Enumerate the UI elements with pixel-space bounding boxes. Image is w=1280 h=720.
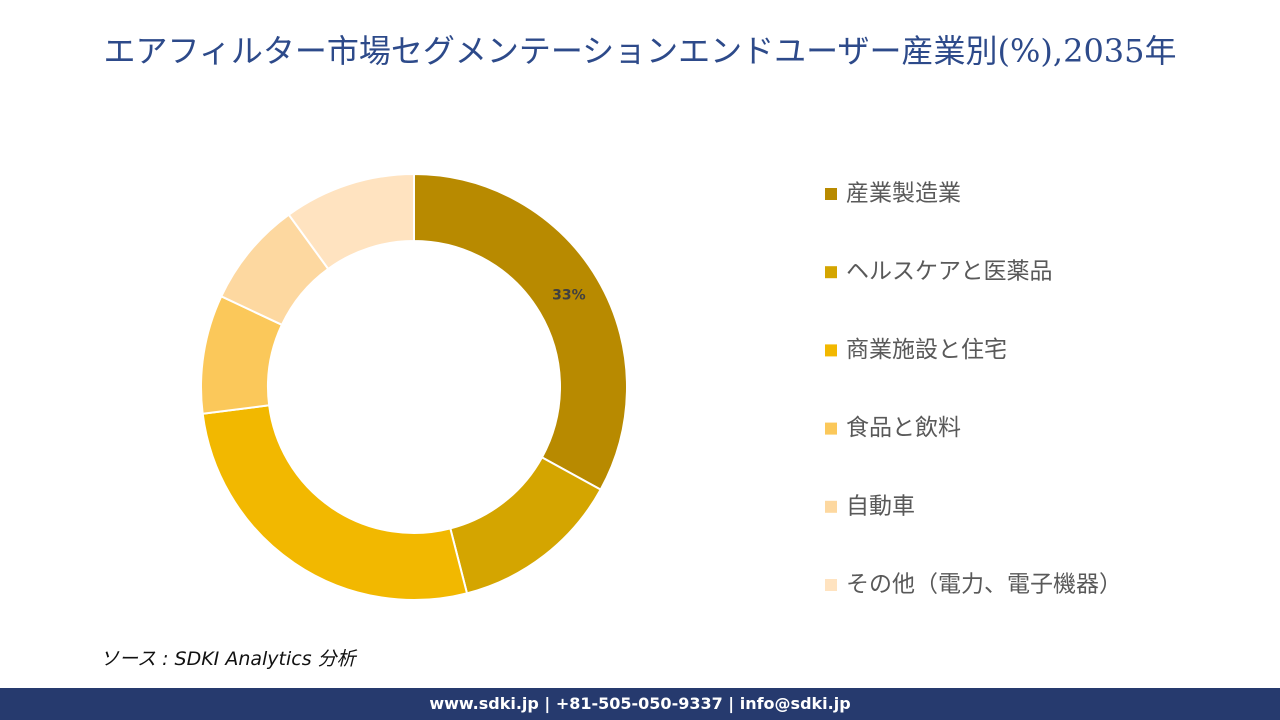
donut-segment xyxy=(449,455,603,595)
legend-label: 商業施設と住宅 xyxy=(846,337,1007,363)
donut-segment xyxy=(287,172,415,271)
donut-segment xyxy=(201,404,469,601)
legend-swatch xyxy=(825,579,837,591)
data-label: 33% xyxy=(552,287,586,303)
footer: www.sdki.jp | +81-505-050-9337 | info@sd… xyxy=(0,688,1280,720)
legend-swatch xyxy=(825,500,837,513)
chart-title: エアフィルター市場セグメンテーションエンドユーザー産業別(%),2035年 xyxy=(103,32,1177,70)
legend-swatch xyxy=(825,344,837,357)
legend-label: その他（電力、電子機器） xyxy=(846,572,1122,598)
chart: 33% 産業製造業ヘルスケアと医薬品商業施設と住宅食品と飲料自動車その他（電力、電… xyxy=(200,172,1122,601)
legend-label: 自動車 xyxy=(846,493,915,519)
legend-label: 食品と飲料 xyxy=(846,415,961,441)
legend-label: ヘルスケアと医薬品 xyxy=(846,259,1053,285)
source: ソース : SDKI Analytics 分析 xyxy=(100,648,356,670)
legend-label: 産業製造業 xyxy=(846,181,961,207)
legend-swatch xyxy=(825,266,837,279)
legend-swatch xyxy=(825,188,837,200)
donut-segment xyxy=(413,172,628,491)
legend-swatch xyxy=(825,422,837,435)
